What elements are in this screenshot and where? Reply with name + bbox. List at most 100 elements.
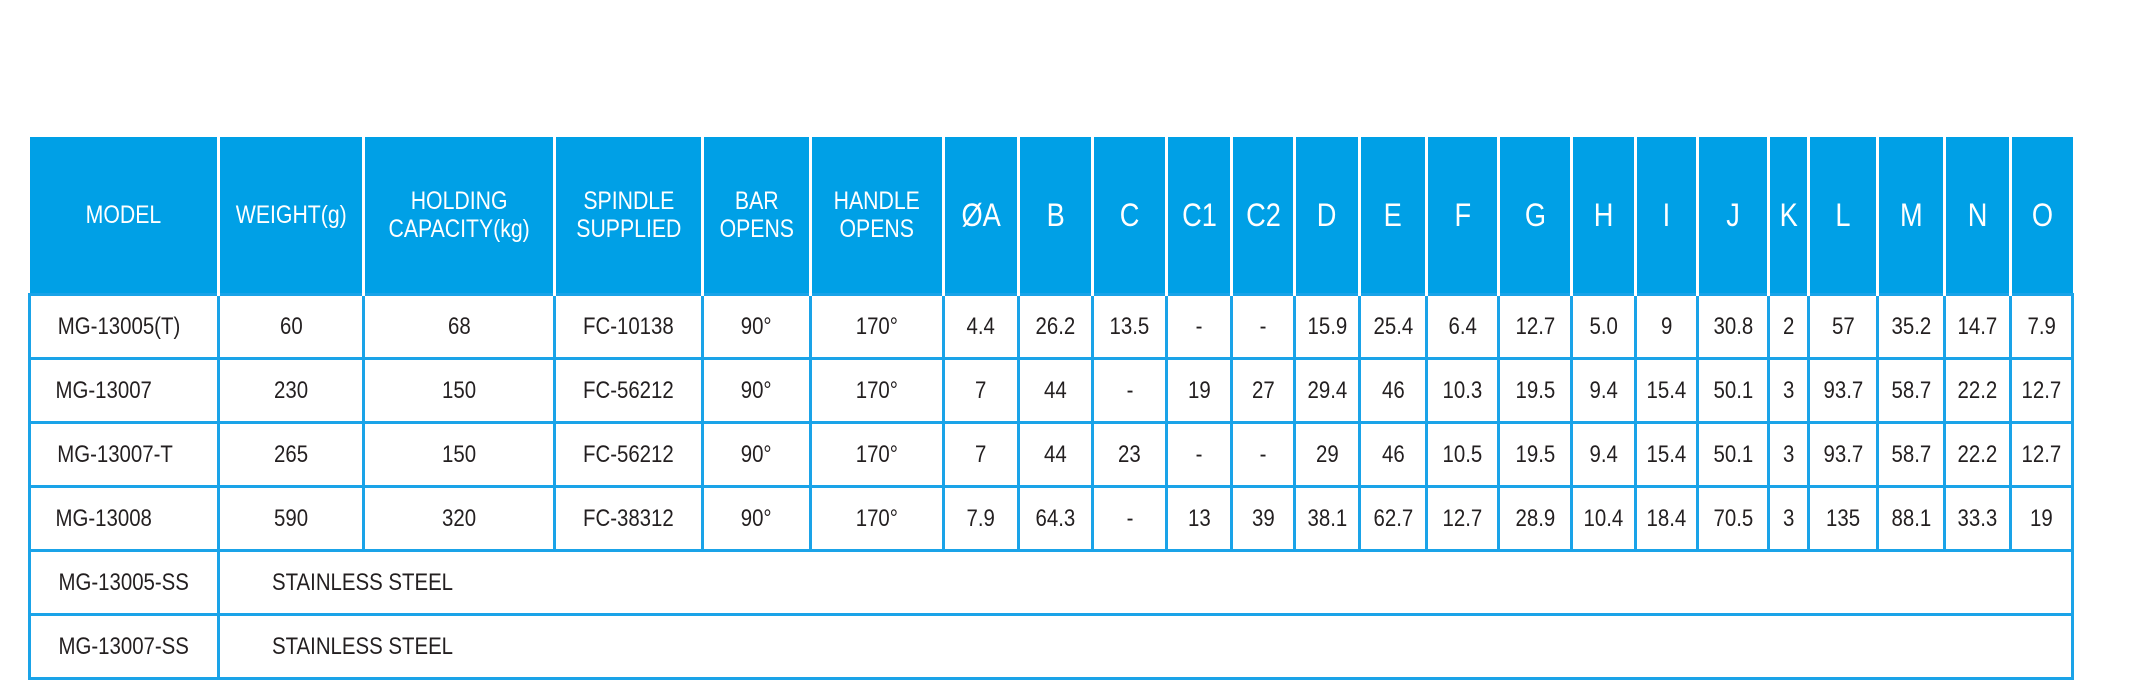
table-row: MG-13007 230 150 FC-56212 90° 170° 7 44 - 19 27 29.… <box>28 357 2074 424</box>
value-cell: 38.1 <box>1293 485 1361 552</box>
table-row: MG-13005(T) 60 68 FC-10138 90° 170° 4.4 26.2 13.… <box>28 293 2074 360</box>
value-cell: 12.7 <box>1425 485 1500 552</box>
cell-text: 30.8 <box>1713 312 1753 340</box>
cell-text: - <box>1259 312 1267 340</box>
cell-text: 29.4 <box>1307 376 1347 404</box>
cell-text: 22.2 <box>1957 440 1998 468</box>
column-header: HOLDING CAPACITY(kg) <box>362 137 556 295</box>
value-cell: 44 <box>1017 357 1094 424</box>
column-header-label: SPINDLE SUPPLIED <box>575 187 682 243</box>
value-cell: 35.2 <box>1876 293 1946 360</box>
value-cell: 50.1 <box>1696 421 1770 488</box>
cell-text: MG-13007-SS <box>58 632 189 660</box>
material-cell: STAINLESS STEEL <box>217 613 2074 680</box>
cell-text: 15.4 <box>1646 376 1687 404</box>
value-cell: FC-56212 <box>553 357 704 424</box>
cell-text: MG-13005(T) <box>57 312 181 340</box>
cell-text: 90° <box>741 312 772 340</box>
value-cell: 9.4 <box>1570 421 1637 488</box>
value-cell: 30.8 <box>1696 293 1770 360</box>
column-header-label: MODEL <box>85 201 162 229</box>
cell-text: 7 <box>975 376 987 404</box>
column-header: C1 <box>1165 137 1233 295</box>
cell-text: FC-10138 <box>583 312 674 340</box>
value-cell: FC-38312 <box>553 485 704 552</box>
column-header: I <box>1634 137 1699 295</box>
column-header: K <box>1767 137 1810 295</box>
cell-text: 265 <box>273 440 309 468</box>
cell-text: 44 <box>1044 440 1067 468</box>
cell-text: 6.4 <box>1448 312 1477 340</box>
value-cell: 7 <box>942 421 1020 488</box>
cell-text: 150 <box>441 376 477 404</box>
value-cell: 9.4 <box>1570 357 1637 424</box>
table-row: MG-13007-SS STAINLESS STEEL <box>28 613 2074 680</box>
column-header: F <box>1425 137 1500 295</box>
value-cell: 39 <box>1230 485 1296 552</box>
value-cell: 7.9 <box>942 485 1020 552</box>
value-cell: 93.7 <box>1807 357 1879 424</box>
table-row: MG-13005-SS STAINLESS STEEL <box>28 549 2074 616</box>
value-cell: 46 <box>1358 421 1428 488</box>
cell-text: 3 <box>1782 504 1795 532</box>
cell-text: 10.4 <box>1583 504 1624 532</box>
value-cell: 22.2 <box>1943 357 2012 424</box>
column-header: MODEL <box>29 137 220 295</box>
cell-text: 18.4 <box>1646 504 1687 532</box>
value-cell: 12.7 <box>2009 421 2074 488</box>
value-cell: 170° <box>809 357 945 424</box>
column-header: C <box>1091 137 1168 295</box>
value-cell: 12.7 <box>1497 293 1573 360</box>
value-cell: 50.1 <box>1696 357 1770 424</box>
model-cell: MG-13007-SS <box>28 613 220 680</box>
column-header: N <box>1943 137 2012 295</box>
table-row: MG-13008 590 320 FC-38312 90° 170° 7.9 64.3 - 13 3… <box>28 485 2074 552</box>
cell-text: 46 <box>1381 440 1405 468</box>
cell-text: 27 <box>1251 376 1275 404</box>
cell-text: 170° <box>855 440 899 468</box>
cell-text: 12.7 <box>1515 312 1555 340</box>
cell-text: 170° <box>855 376 899 404</box>
cell-text: - <box>1195 440 1203 468</box>
cell-text: FC-56212 <box>583 440 674 468</box>
column-header: ØA <box>942 137 1020 295</box>
cell-text: 33.3 <box>1957 504 1998 532</box>
value-cell: 28.9 <box>1497 485 1573 552</box>
value-cell: 135 <box>1807 485 1879 552</box>
value-cell: 3 <box>1767 357 1810 424</box>
cell-text: 19 <box>1187 376 1211 404</box>
cell-text: 9.4 <box>1589 376 1618 404</box>
value-cell: 64.3 <box>1017 485 1094 552</box>
cell-text: - <box>1126 504 1133 532</box>
value-cell: 29 <box>1293 421 1361 488</box>
value-cell: 9 <box>1634 293 1699 360</box>
cell-text: 39 <box>1251 504 1275 532</box>
cell-text: 150 <box>441 440 477 468</box>
cell-text: 10.5 <box>1442 440 1483 468</box>
value-cell: 22.2 <box>1943 421 2012 488</box>
value-cell: 7.9 <box>2009 293 2074 360</box>
cell-text: 64.3 <box>1035 504 1076 532</box>
model-cell: MG-13007 <box>28 357 220 424</box>
column-header-label: H <box>1593 197 1614 233</box>
value-cell: 15.9 <box>1293 293 1361 360</box>
value-cell: 320 <box>362 485 556 552</box>
column-header: E <box>1358 137 1428 295</box>
value-cell: 90° <box>701 421 812 488</box>
column-header-label: L <box>1835 197 1851 233</box>
value-cell: 170° <box>809 293 945 360</box>
value-cell: 10.3 <box>1425 357 1500 424</box>
value-cell: 3 <box>1767 421 1810 488</box>
column-header: L <box>1807 137 1879 295</box>
cell-text: 62.7 <box>1373 504 1413 532</box>
column-header-label: HOLDING CAPACITY(kg) <box>388 187 530 243</box>
cell-text: 7.9 <box>2027 312 2056 340</box>
product-spec-table: MODEL WEIGHT(g) HOLDING CAPACITY(kg) SPINDLE… <box>28 137 2074 680</box>
cell-text: 12.7 <box>2021 440 2062 468</box>
value-cell: 150 <box>362 357 556 424</box>
column-header-label: O <box>2031 197 2053 233</box>
value-cell: 70.5 <box>1696 485 1770 552</box>
cell-text: 88.1 <box>1891 504 1931 532</box>
column-header: O <box>2009 137 2073 295</box>
column-header: H <box>1570 137 1637 295</box>
